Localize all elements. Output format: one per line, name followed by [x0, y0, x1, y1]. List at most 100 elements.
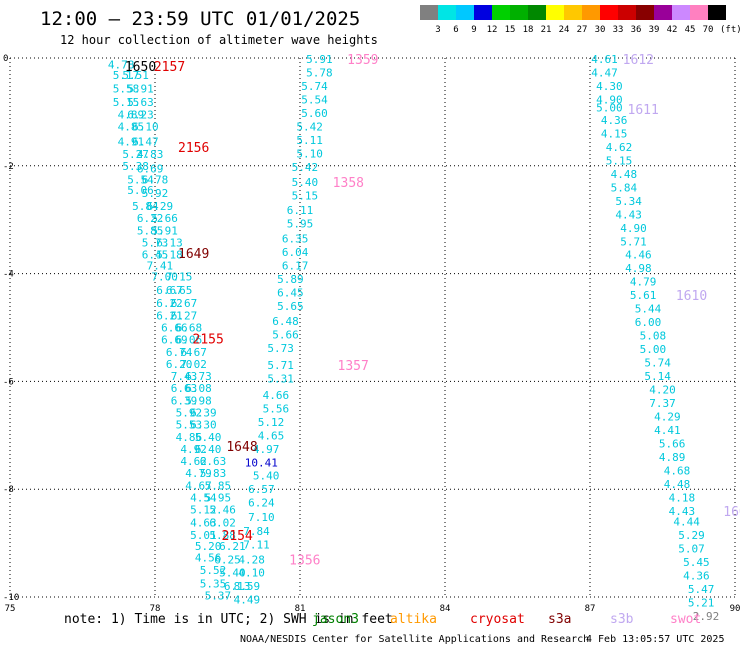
colorbar-swatch [456, 5, 474, 20]
wave-height-value: 5.84 [132, 200, 159, 213]
colorbar-swatch [564, 5, 582, 20]
y-tick-label: -10 [3, 593, 19, 603]
wave-height-value: 5.91 [127, 83, 154, 96]
y-tick-label: 0 [3, 54, 8, 64]
wave-height-value: 6.29 [147, 200, 174, 213]
wave-height-value: 5.15 [606, 154, 633, 167]
wave-height-value: 4.92 [180, 443, 207, 456]
colorbar-tick-label: 21 [541, 25, 552, 35]
wave-height-value: 4.63 [190, 517, 217, 530]
wave-height-value: 4.79 [185, 467, 212, 480]
wave-height-value: 6.13 [156, 236, 183, 249]
legend-cryosat: cryosat [470, 612, 525, 627]
wave-height-value: 6.10 [132, 120, 159, 133]
wave-height-value: 5.60 [301, 107, 328, 120]
wave-height-value: 5.85 [205, 479, 232, 492]
pass-time-label: 160 [723, 505, 740, 520]
wave-height-value: 5.66 [659, 437, 686, 450]
wave-height-value: 4.43 [615, 208, 642, 221]
wave-height-value: 4.66 [263, 389, 290, 402]
wave-height-value: 6.47 [132, 136, 159, 149]
wave-height-value: 5.17 [113, 69, 140, 82]
wave-height-value: 6.17 [282, 260, 309, 273]
wave-height-value: 5.10 [296, 147, 323, 160]
wave-height-value: 6.74 [166, 346, 193, 359]
colorbar-tick-label: 70 [703, 25, 714, 35]
wave-height-value: 5.58 [113, 83, 140, 96]
colorbar-swatch [510, 5, 528, 20]
wave-height-value: 5.12 [190, 504, 217, 517]
colorbar-tick-label: 39 [649, 25, 660, 35]
wave-height-value: 4.62 [606, 141, 633, 154]
wave-height-value: 4.29 [654, 410, 681, 423]
wave-height-value: 5.95 [287, 217, 314, 230]
wave-height-value: 7.10 [248, 511, 275, 524]
wave-height-value: 6.24 [248, 497, 275, 510]
wave-height-value: 5.15 [292, 189, 319, 202]
wave-height-value: 4.98 [625, 262, 652, 275]
wave-height-value: 5.66 [151, 212, 178, 225]
colorbar-swatch [690, 5, 708, 20]
wave-height-value: 5.14 [644, 370, 671, 383]
colorbar-tick-label: 15 [505, 25, 516, 35]
credit-line: NOAA/NESDIS Center for Satellite Applica… [240, 634, 590, 645]
wave-height-value: 5.54 [301, 94, 328, 107]
wave-height-value: 4.15 [601, 127, 628, 140]
wave-height-value: 7.43 [171, 370, 198, 383]
wave-height-value: 6.27 [171, 310, 198, 323]
chart-subtitle: 12 hour collection of altimeter wave hei… [60, 33, 378, 47]
wave-height-value: 4.68 [664, 464, 691, 477]
wave-height-value: 4.20 [649, 383, 676, 396]
wave-height-value: 5.18 [156, 249, 183, 262]
wave-height-value: 5.37 [205, 589, 232, 602]
wave-height-value: 5.85 [137, 224, 164, 237]
wave-height-value: 4.41 [654, 424, 681, 437]
wave-height-value: 4.90 [596, 94, 623, 107]
wave-height-value: 6.66 [161, 322, 188, 335]
x-tick-label: 78 [150, 604, 161, 614]
wave-height-value: 4.43 [669, 505, 696, 518]
wave-height-value: 5.45 [683, 556, 710, 569]
wave-height-value: 5.40 [253, 470, 280, 483]
wave-height-value: 5.11 [296, 134, 323, 147]
y-tick-label: -6 [3, 377, 14, 387]
colorbar-tick-label: 30 [595, 25, 606, 35]
colorbar-swatch [636, 5, 654, 20]
wave-height-value: 6.08 [185, 382, 212, 395]
wave-height-value: 2.92 [693, 610, 720, 623]
wave-height-value: 6.63 [171, 382, 198, 395]
wave-height-value: 5.40 [292, 176, 319, 189]
wave-height-value: 4.36 [683, 569, 710, 582]
wave-height-value: 5.29 [678, 529, 705, 542]
colorbar-tick-label: 3 [435, 25, 440, 35]
pass-time-label: 2157 [154, 60, 185, 75]
colorbar-swatch [672, 5, 690, 20]
wave-height-value: 6.67 [156, 284, 183, 297]
wave-height-value: 5.07 [678, 542, 705, 555]
wave-height-value: 6.45 [142, 249, 169, 262]
wave-height-value: 6.04 [282, 246, 309, 259]
wave-height-value: 5.65 [277, 300, 304, 313]
wave-height-value: 4.28 [238, 553, 265, 566]
wave-height-value: 4.78 [108, 58, 135, 71]
wave-height-value: 6.13 [224, 580, 251, 593]
wave-height-value: 4.44 [673, 516, 700, 529]
wave-height-value: 5.91 [306, 53, 333, 66]
wave-height-value: 8.59 [234, 580, 261, 593]
wave-height-value: 5.51 [122, 69, 149, 82]
wave-height-value: 5.34 [615, 195, 642, 208]
colorbar-swatch [654, 5, 672, 20]
wave-height-colorbar: 3 6 9 12 15 18 21 24 27 30 33 36 39 42 45 70 (ft) [420, 5, 740, 35]
wave-height-value: 4.61 [591, 53, 618, 66]
x-tick-label: 84 [440, 604, 451, 614]
wave-height-value: 6.06 [176, 333, 203, 346]
legend-s3a: s3a [548, 612, 572, 627]
pass-time-label: 1610 [676, 289, 707, 304]
colorbar-swatch [492, 5, 510, 20]
wave-height-value: 4.67 [185, 479, 212, 492]
wave-height-value: 6.02 [209, 517, 236, 530]
wave-height-value: 5.66 [272, 329, 299, 342]
x-tick-label: 90 [730, 604, 740, 614]
wave-height-value: 6.22 [137, 212, 164, 225]
wave-height-value: 4.89 [118, 109, 145, 122]
